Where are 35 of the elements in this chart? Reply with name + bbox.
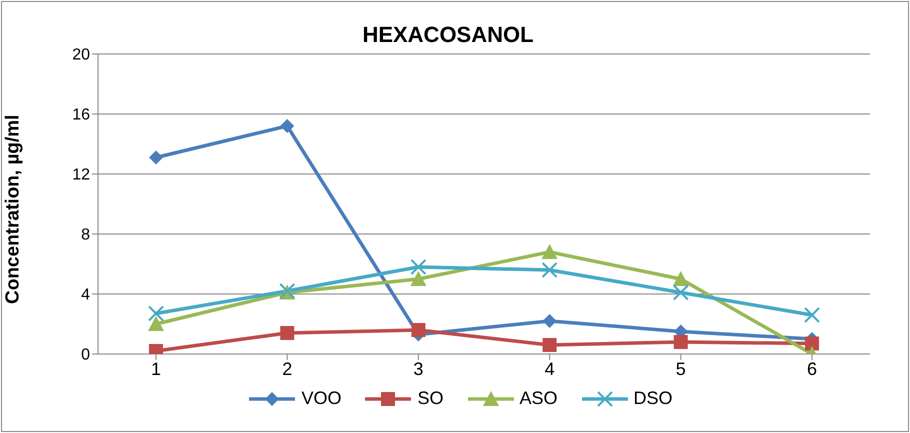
point — [149, 150, 163, 164]
y-tick-label: 16 — [72, 106, 90, 124]
x-tick-label: 3 — [413, 358, 424, 379]
point — [280, 119, 294, 133]
y-tick-label: 4 — [81, 286, 90, 304]
y-axis-title: Concentration, µg/ml — [2, 114, 24, 304]
y-tick-label: 20 — [72, 46, 90, 64]
point — [804, 307, 820, 323]
point — [410, 271, 426, 286]
point — [410, 259, 426, 275]
legend-label: DSO — [634, 388, 673, 409]
point — [148, 316, 164, 331]
point — [674, 335, 688, 349]
x-tick-label: 4 — [544, 358, 555, 379]
point — [411, 323, 426, 337]
point — [542, 338, 557, 352]
point — [542, 244, 558, 259]
point — [542, 262, 558, 278]
legend-label: VOO — [301, 388, 342, 409]
x-tick-label: 6 — [806, 358, 818, 379]
chart-title: HEXACOSANOL — [361, 22, 535, 48]
x-tick-label: 5 — [676, 358, 686, 379]
y-tick-label: 0 — [81, 346, 90, 364]
x-tick-label: 2 — [282, 358, 292, 379]
legend-label: SO — [417, 388, 444, 409]
point — [805, 336, 819, 350]
point — [672, 284, 689, 300]
legend-label: ASO — [520, 388, 558, 409]
point — [542, 314, 557, 328]
point — [280, 326, 294, 340]
x-tick-label: 1 — [150, 358, 162, 379]
y-tick-label: 12 — [72, 166, 90, 184]
point — [148, 306, 164, 322]
y-tick-label: 8 — [81, 226, 90, 244]
point — [672, 271, 689, 286]
